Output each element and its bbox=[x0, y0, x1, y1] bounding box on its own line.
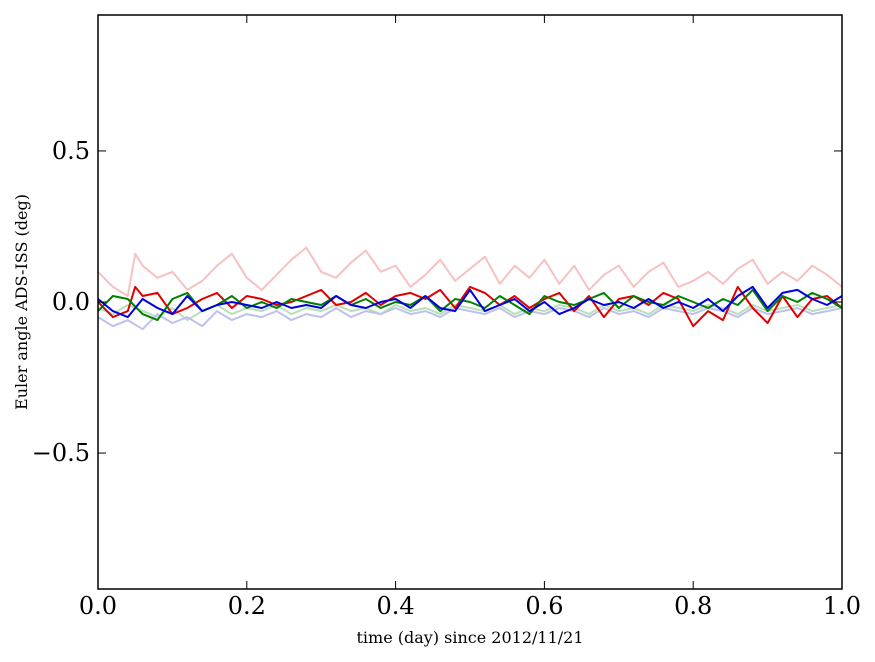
x-tick-label-2: 0.2 bbox=[228, 592, 266, 620]
y-axis-label: Euler angle ADS-ISS (deg) bbox=[12, 194, 31, 410]
series-line-5 bbox=[98, 288, 842, 322]
y-tick-label-2: 0.0 bbox=[52, 288, 90, 316]
x-tick-label-1: 0.0 bbox=[79, 592, 117, 620]
tick-layer: 0.0 0.2 0.4 0.6 0.8 1.0 −0.5 0.0 0.5 bbox=[32, 15, 861, 620]
series-line-1 bbox=[98, 246, 842, 297]
x-tick-label-6: 1.0 bbox=[823, 592, 861, 620]
plot-frame bbox=[97, 14, 843, 590]
y-tick-label-3: 0.5 bbox=[52, 137, 90, 165]
y-tick-label-1: −0.5 bbox=[32, 439, 90, 467]
x-tick-label-5: 0.8 bbox=[674, 592, 712, 620]
x-axis-label: time (day) since 2012/11/21 bbox=[356, 628, 583, 647]
x-tick-label-3: 0.4 bbox=[377, 592, 415, 620]
series-layer bbox=[98, 246, 842, 331]
series-line-6 bbox=[98, 285, 842, 319]
series-line-4 bbox=[98, 285, 842, 328]
series-line-3 bbox=[98, 307, 842, 331]
x-tick-label-4: 0.6 bbox=[525, 592, 563, 620]
